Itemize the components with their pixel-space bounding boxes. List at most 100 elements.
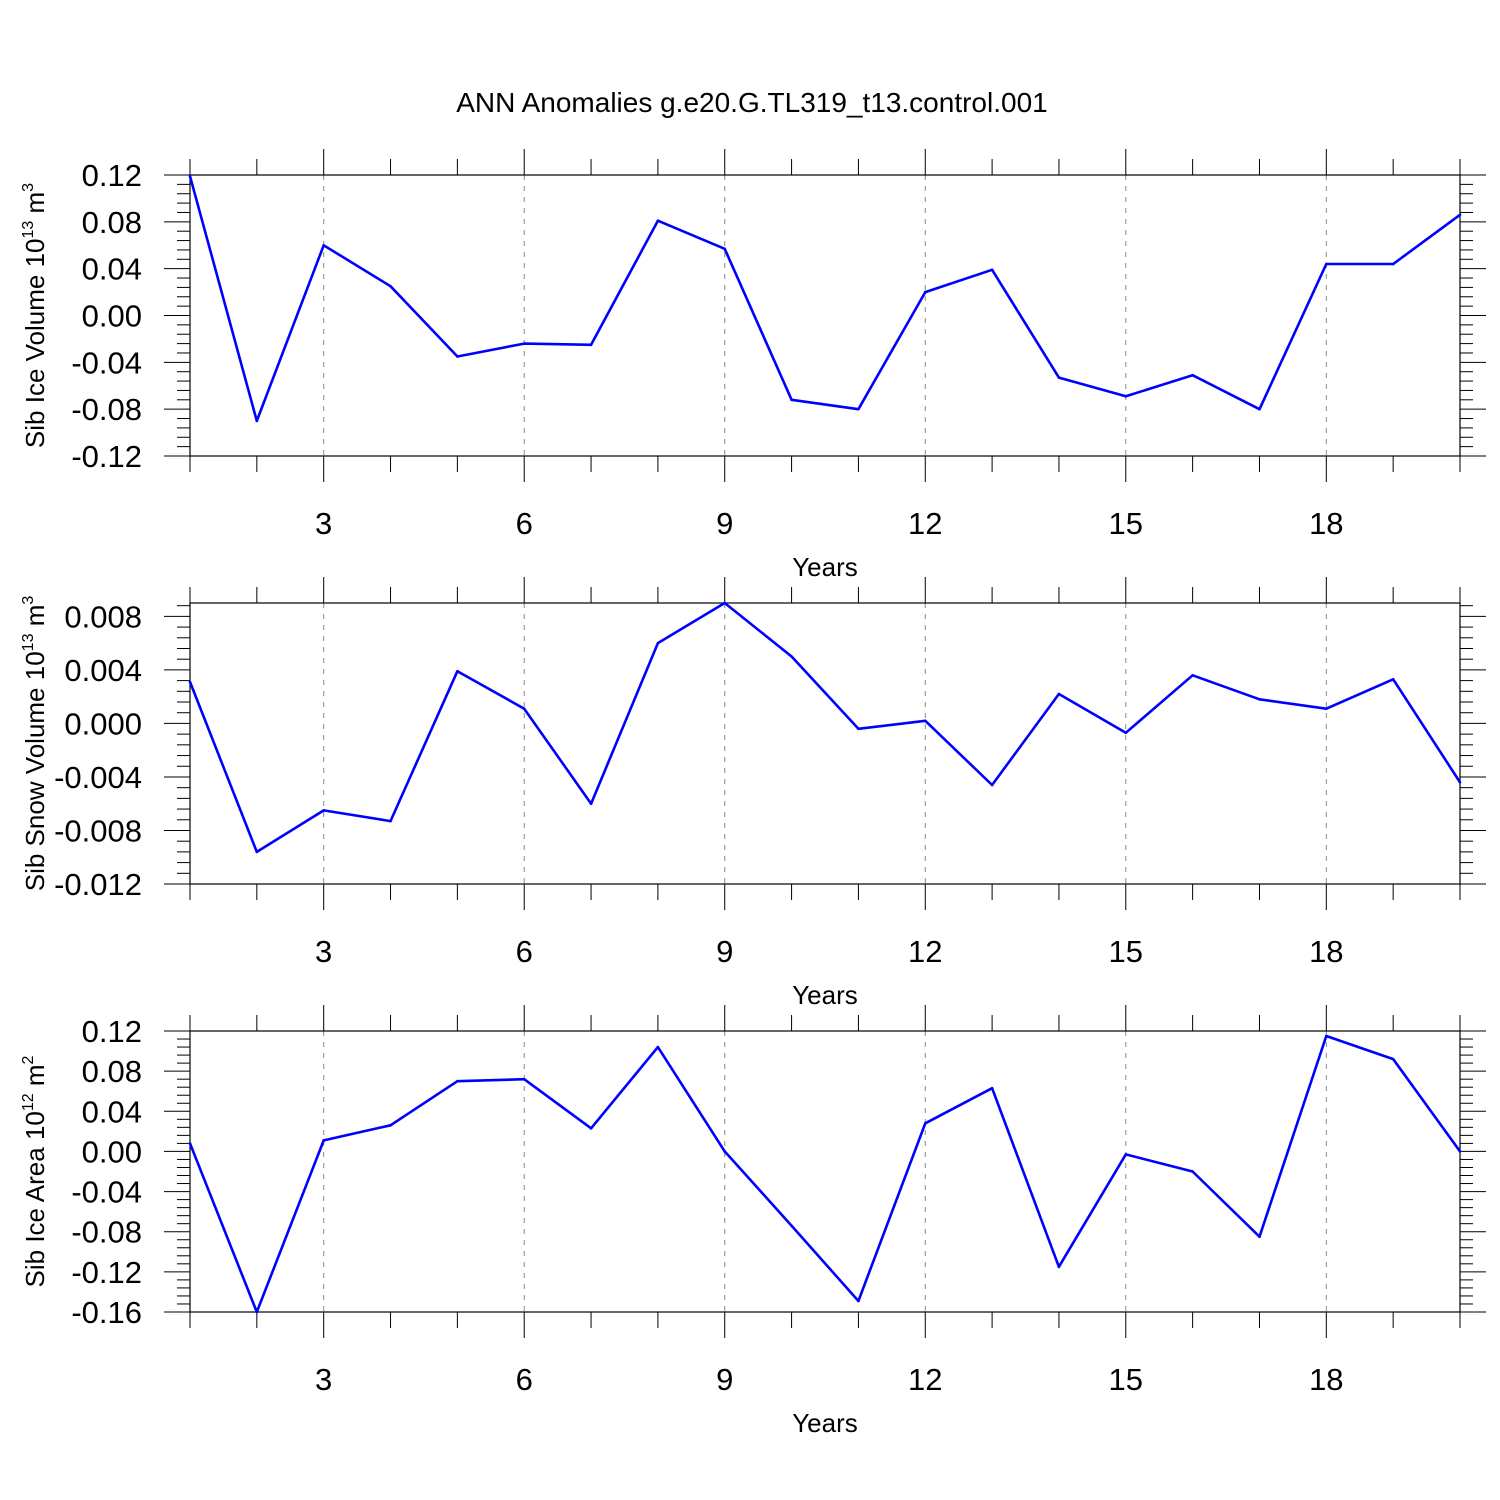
- x-tick-label: 12: [908, 506, 942, 541]
- x-axis-label: Years: [792, 1408, 858, 1438]
- x-tick-label: 15: [1109, 506, 1143, 541]
- y-tick-label: 0.004: [64, 653, 142, 688]
- panel-1: 0.12 0.08 0.04 0.00 -0.04 -0.08 -0.12 3 6 9 12 15 18…: [20, 149, 1486, 582]
- y-label-unit-exponent: 2: [20, 1055, 37, 1064]
- data-point: [990, 1086, 994, 1090]
- y-tick-label: -0.08: [71, 1215, 142, 1250]
- y-label-unit: m: [20, 1064, 50, 1093]
- data-point: [1391, 677, 1395, 681]
- y-tick-label: 0.000: [64, 706, 142, 741]
- data-point: [857, 407, 860, 411]
- data-point: [723, 1150, 727, 1153]
- data-point: [857, 727, 860, 731]
- data-point: [1458, 213, 1462, 217]
- data-point: [322, 809, 325, 812]
- data-point: [456, 355, 459, 358]
- data-point: [522, 342, 526, 345]
- panel-3: 0.12 0.08 0.04 0.00 -0.04 -0.08 -0.12 -0.16 3 6 9 1…: [20, 1005, 1486, 1438]
- plot-frame: [189, 174, 1461, 457]
- data-point: [923, 290, 927, 294]
- y-tick-label: 0.08: [82, 1054, 142, 1089]
- data-point: [255, 850, 259, 854]
- x-tick-label: 9: [716, 1362, 733, 1397]
- data-point: [1258, 1235, 1261, 1239]
- data-point: [1325, 262, 1328, 266]
- data-point: [1258, 698, 1261, 701]
- x-tick-label: 18: [1309, 1362, 1343, 1397]
- x-tick-label: 6: [516, 934, 533, 969]
- y-label-unit: m: [20, 192, 50, 221]
- data-point: [188, 1142, 192, 1145]
- data-point: [188, 680, 192, 684]
- y-tick-label: 0.00: [82, 1134, 142, 1169]
- data-point: [1191, 1170, 1194, 1173]
- y-tick-label: -0.012: [54, 867, 142, 902]
- chart-title: ANN Anomalies g.e20.G.TL319_t13.control.…: [456, 87, 1047, 118]
- x-tick-label: 9: [716, 934, 733, 969]
- y-tick-label: 0.04: [82, 252, 142, 287]
- y-tick-label: -0.004: [54, 760, 142, 795]
- y-tick-label: -0.08: [71, 392, 142, 427]
- y-tick-label: -0.12: [71, 1255, 142, 1290]
- data-point: [188, 174, 192, 178]
- data-point: [1325, 707, 1328, 711]
- data-point: [1191, 373, 1194, 377]
- y-label-exponent: 13: [20, 633, 37, 651]
- y-tick-label: 0.008: [64, 599, 142, 634]
- y-tick-label: -0.16: [71, 1295, 142, 1330]
- y-label-unit: m: [20, 605, 50, 634]
- series-line: [188, 175, 1461, 423]
- y-tick-label: 0.12: [82, 1014, 142, 1049]
- y-tick-label: -0.008: [54, 813, 142, 848]
- y-axis-label: Sib Ice Volume 1013 m3: [20, 183, 50, 448]
- data-point: [656, 219, 660, 222]
- data-point: [790, 1224, 793, 1227]
- data-point: [790, 655, 793, 658]
- x-tick-label: 3: [315, 1362, 332, 1397]
- data-point: [255, 419, 259, 423]
- data-point: [389, 1124, 392, 1127]
- x-tick-label: 15: [1109, 1362, 1143, 1397]
- x-tick-label: 12: [908, 1362, 942, 1397]
- x-tick-label: 6: [516, 1362, 533, 1397]
- y-tick-label: -0.04: [71, 1175, 142, 1210]
- data-point: [723, 601, 727, 605]
- x-tick-label: 12: [908, 934, 942, 969]
- panel-2: 0.008 0.004 0.000 -0.004 -0.008 -0.012 3 6 9 12 15…: [20, 577, 1486, 1010]
- y-label-unit-exponent: 3: [20, 183, 37, 192]
- x-tick-label: 15: [1109, 934, 1143, 969]
- plot-frame: [189, 1030, 1461, 1313]
- x-axis-label: Years: [792, 552, 858, 582]
- data-point: [656, 641, 660, 645]
- data-point: [322, 243, 325, 247]
- data-point: [1391, 1057, 1395, 1061]
- chart-panels: 0.12 0.08 0.04 0.00 -0.04 -0.08 -0.12 3 6 9 12 15 18…: [20, 149, 1486, 1438]
- data-point: [589, 343, 593, 347]
- data-point: [723, 247, 727, 251]
- x-tick-label: 9: [716, 506, 733, 541]
- data-point: [1124, 731, 1128, 735]
- data-point: [1325, 1034, 1328, 1038]
- data-point: [589, 1127, 593, 1130]
- data-point: [1458, 781, 1462, 784]
- data-point: [1458, 1150, 1462, 1153]
- y-label-exponent: 12: [20, 1093, 37, 1111]
- data-point: [1057, 376, 1061, 379]
- x-tick-label: 18: [1309, 934, 1343, 969]
- data-point: [1124, 1153, 1128, 1156]
- data-point: [857, 1299, 860, 1303]
- data-point: [389, 819, 392, 823]
- data-point: [456, 669, 459, 673]
- y-axis-label: Sib Snow Volume 1013 m3: [20, 596, 50, 892]
- data-point: [790, 398, 793, 402]
- data-point: [1057, 692, 1061, 696]
- data-point: [522, 707, 526, 711]
- data-point: [389, 284, 392, 288]
- x-tick-label: 18: [1309, 506, 1343, 541]
- y-label-exponent: 13: [20, 221, 37, 239]
- y-tick-label: -0.04: [71, 345, 142, 380]
- data-point: [990, 783, 994, 787]
- data-point: [456, 1079, 459, 1083]
- plot-frame: [189, 602, 1461, 885]
